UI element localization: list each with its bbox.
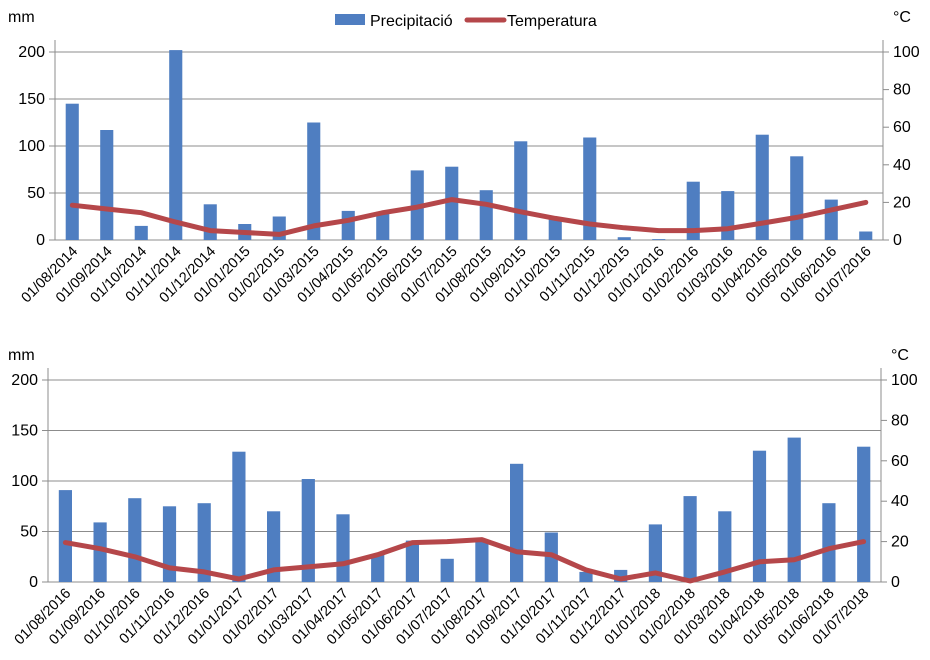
precip-bar <box>371 554 385 582</box>
precip-bar <box>686 181 700 240</box>
precip-bar <box>648 524 662 582</box>
precip-bar <box>267 511 281 582</box>
precip-bar <box>479 190 493 240</box>
precip-bar <box>548 219 562 240</box>
precip-bar <box>65 103 79 240</box>
precip-bar <box>100 130 114 240</box>
right-tick-label: 60 <box>891 453 909 470</box>
right-tick-label: 20 <box>891 534 909 551</box>
legend: Precipitació Temperatura <box>335 13 597 30</box>
precip-bar <box>341 210 355 240</box>
temperature-line <box>62 537 867 584</box>
precip-bar <box>859 231 873 240</box>
precip-bar <box>857 446 871 582</box>
right-tick-label: 100 <box>893 44 920 61</box>
right-tick-label: 60 <box>893 119 911 136</box>
precip-bar <box>822 503 836 582</box>
precip-bar <box>579 571 593 582</box>
left-tick-label: 150 <box>18 91 45 108</box>
precip-bar <box>510 463 524 582</box>
legend-precip-label: Precipitació <box>370 13 453 30</box>
precip-bar <box>134 225 148 240</box>
right-tick-label: 0 <box>893 232 902 249</box>
precip-bar <box>683 496 697 582</box>
right-tick-label: 40 <box>891 493 909 510</box>
left-unit-label: mm <box>8 9 35 26</box>
left-tick-label: 50 <box>20 524 38 541</box>
left-tick-label: 50 <box>27 185 45 202</box>
left-tick-label: 0 <box>36 232 45 249</box>
precip-bar <box>93 522 107 582</box>
left-tick-label: 150 <box>11 423 38 440</box>
right-tick-label: 0 <box>891 574 900 591</box>
precip-bar <box>169 50 183 240</box>
precip-bar <box>203 204 217 240</box>
left-tick-label: 100 <box>11 473 38 490</box>
precip-bar <box>440 558 454 582</box>
right-tick-label: 80 <box>891 412 909 429</box>
right-tick-label: 100 <box>891 372 918 389</box>
left-tick-label: 100 <box>18 138 45 155</box>
left-tick-label: 0 <box>29 574 38 591</box>
precip-bar <box>445 166 459 240</box>
right-tick-label: 40 <box>893 157 911 174</box>
precip-bar <box>652 239 666 240</box>
precip-bar <box>128 498 142 582</box>
precip-bar <box>718 511 732 582</box>
precip-bar <box>301 479 315 582</box>
precip-bar <box>583 137 597 240</box>
left-unit-label: mm <box>8 347 35 364</box>
precip-bar <box>162 506 177 583</box>
legend-temp-label: Temperatura <box>507 13 597 30</box>
precip-bar <box>405 540 419 582</box>
right-tick-label: 20 <box>893 194 911 211</box>
precip-bar <box>787 437 801 582</box>
precip-bar <box>824 199 838 240</box>
right-unit-label: °C <box>891 347 909 364</box>
precip-bar <box>617 237 631 240</box>
precip-bar <box>232 451 246 582</box>
temperature-line <box>69 197 869 237</box>
precip-bar <box>376 211 390 240</box>
right-unit-label: °C <box>893 9 911 26</box>
precip-bar <box>197 503 211 582</box>
left-tick-label: 200 <box>18 44 45 61</box>
right-tick-label: 80 <box>893 82 911 99</box>
precip-bar <box>721 191 735 240</box>
precip-bar <box>58 490 72 582</box>
precip-bar <box>475 541 489 582</box>
precip-bar <box>336 514 350 582</box>
left-tick-label: 200 <box>11 372 38 389</box>
legend-precip-swatch <box>335 14 365 25</box>
precip-bar <box>752 450 767 582</box>
precip-bar <box>755 134 769 240</box>
precip-bar <box>790 156 804 240</box>
precip-bar <box>307 122 321 240</box>
precip-bar <box>514 141 528 240</box>
